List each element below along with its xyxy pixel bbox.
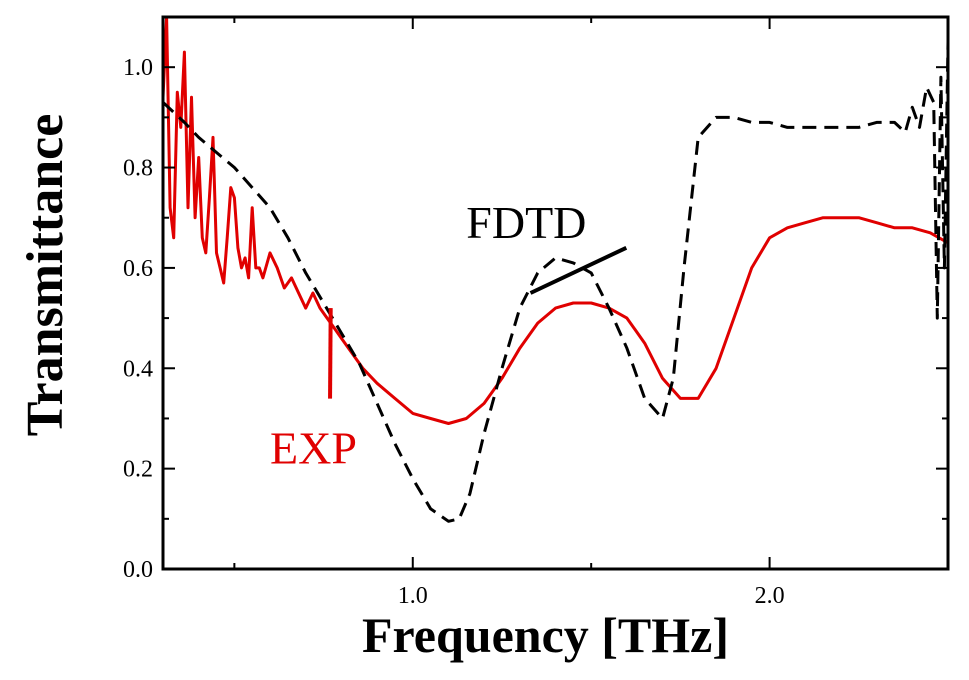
y-tick-label-5: 1.0 xyxy=(123,55,153,81)
plot-layer xyxy=(163,17,948,523)
y-tick-label-4: 0.8 xyxy=(123,156,153,182)
y-axis-title: Transmittance xyxy=(17,114,74,437)
x-axis-title: Frequency [THz] xyxy=(362,607,729,663)
annotation-label-fdtd: FDTD xyxy=(466,197,586,248)
annotation-pointer-fdtd xyxy=(529,245,628,295)
x-tick-label-0: 1.0 xyxy=(398,583,428,609)
annotation-layer: FDTD EXP xyxy=(270,197,628,474)
annotation-pointer-exp xyxy=(328,308,333,399)
y-tick-label-1: 0.2 xyxy=(123,457,153,483)
series-line-fdtd xyxy=(163,42,948,523)
plot-frame xyxy=(161,15,950,571)
x-tick-label-1: 2.0 xyxy=(755,583,785,609)
y-tick-label-0: 0.0 xyxy=(123,557,153,583)
y-tick-label-2: 0.4 xyxy=(123,356,153,382)
series-line-exp xyxy=(163,17,948,425)
annotation-label-exp: EXP xyxy=(270,423,357,474)
ticks-layer: 0.0 0.2 0.4 0.6 0.8 1.0 1.0 2.0 xyxy=(123,17,949,609)
y-tick-label-3: 0.6 xyxy=(123,256,153,282)
